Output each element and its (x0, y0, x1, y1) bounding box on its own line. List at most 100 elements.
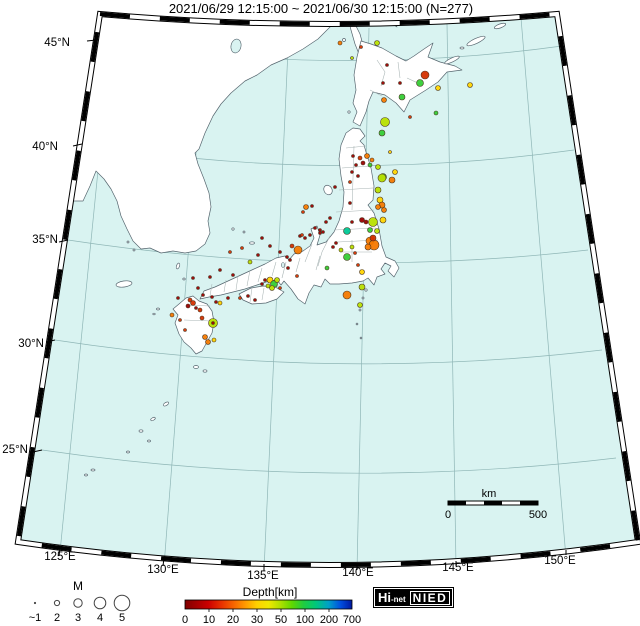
lat-label: 35°N (32, 234, 58, 246)
quake-marker (357, 155, 363, 161)
islet (242, 230, 246, 234)
map-frame (14, 10, 640, 568)
lon-label: 130°E (147, 564, 179, 576)
island-kuril (444, 55, 460, 65)
island-okushiri (347, 110, 351, 114)
quake-marker (356, 174, 360, 178)
quake-marker (265, 283, 271, 289)
island-ryukyu (126, 450, 130, 454)
magnitude-legend-circles (33, 594, 131, 612)
quake-marker (357, 302, 363, 308)
quake-marker (293, 245, 303, 255)
quake-marker (343, 253, 351, 261)
island-jeju (115, 280, 133, 288)
quake-marker (367, 227, 373, 233)
quake-marker (246, 294, 250, 298)
quake-marker (247, 259, 253, 265)
quake-marker (337, 40, 343, 46)
quake-marker (211, 337, 217, 343)
magnitude-legend-circle (33, 601, 37, 605)
quake-marker (226, 296, 230, 300)
island-ryukyu (202, 369, 208, 373)
quake-marker (208, 275, 212, 279)
quake-marker (211, 321, 215, 325)
quake-marker (350, 220, 354, 224)
quake-marker (256, 253, 260, 257)
quake-marker (205, 339, 211, 345)
island-ryukyu (90, 468, 96, 472)
quake-marker (350, 56, 354, 60)
magnitude-label: ~1 (29, 612, 42, 624)
depth-legend: Depth[km] 0 10 20 30 50 100 200 700 (182, 585, 361, 626)
quake-marker (334, 241, 338, 245)
quake-marker (356, 263, 360, 267)
continent-asia (59, 14, 346, 254)
quake-marker (238, 296, 242, 300)
lakes-group (230, 38, 285, 268)
quake-marker (300, 233, 304, 237)
lat-label: 30°N (18, 338, 44, 350)
quake-marker (375, 204, 381, 210)
quake-marker (359, 45, 363, 49)
quake-marker (295, 274, 299, 278)
depth-colorbar (184, 599, 353, 610)
quake-marker (240, 246, 244, 250)
quake-marker (310, 204, 314, 208)
lat-label: 25°N (2, 444, 28, 456)
quake-marker (379, 216, 387, 224)
quake-marker (342, 290, 352, 300)
hinet-hi-text: Hi (378, 590, 391, 605)
depth-tick: 200 (320, 614, 338, 626)
quake-marker (278, 250, 282, 254)
quake-marker (183, 328, 187, 332)
quake-marker (392, 169, 398, 175)
quake-marker (253, 298, 257, 302)
quake-marker (364, 153, 370, 159)
islet (126, 240, 130, 244)
quake-marker (348, 201, 352, 205)
island-izu (361, 296, 365, 300)
quake-marker (303, 204, 309, 210)
quake-marker (285, 255, 289, 259)
depth-tick: 50 (275, 614, 287, 626)
island-izu (355, 322, 359, 326)
quake-marker (364, 243, 372, 251)
island-ryukyu (84, 473, 88, 477)
scale-bar-end: 500 (529, 509, 547, 521)
depth-tick: 10 (203, 614, 215, 626)
quake-marker (218, 268, 222, 272)
island-ryukyu (150, 416, 156, 422)
island-izu (358, 308, 362, 312)
lon-label: 150°E (544, 555, 576, 567)
scale-bar-unit: km (482, 488, 497, 500)
island-goto (156, 307, 160, 311)
quake-marker (278, 286, 282, 290)
island-rishiri (342, 38, 346, 42)
latitude-labels: 45°N 40°N 35°N 30°N 25°N (2, 37, 70, 456)
quake-marker (375, 164, 381, 170)
magnitude-label: 3 (75, 612, 81, 624)
quake-marker (301, 210, 305, 214)
quake-marker (354, 163, 358, 167)
depth-tick: 20 (227, 614, 239, 626)
quake-marker (349, 244, 355, 250)
island-kuril (459, 46, 465, 50)
quake-marker (333, 185, 337, 189)
depth-legend-title: Depth[km] (243, 585, 298, 599)
quake-marker (416, 79, 424, 87)
quake-marker (353, 251, 357, 255)
quake-marker (369, 234, 377, 242)
quake-marker (321, 230, 325, 234)
quake-marker (359, 269, 365, 275)
quake-marker (363, 219, 369, 225)
island-kuril (466, 35, 486, 47)
quake-marker (201, 293, 205, 297)
quake-marker (318, 228, 322, 232)
island-ryukyu (147, 439, 151, 443)
quake-marker (420, 70, 430, 80)
quake-marker (374, 186, 382, 194)
island-hokkaido (352, 40, 463, 127)
quake-marker (308, 233, 312, 237)
quake-marker (263, 278, 267, 282)
magnitude-label: 5 (119, 612, 125, 624)
